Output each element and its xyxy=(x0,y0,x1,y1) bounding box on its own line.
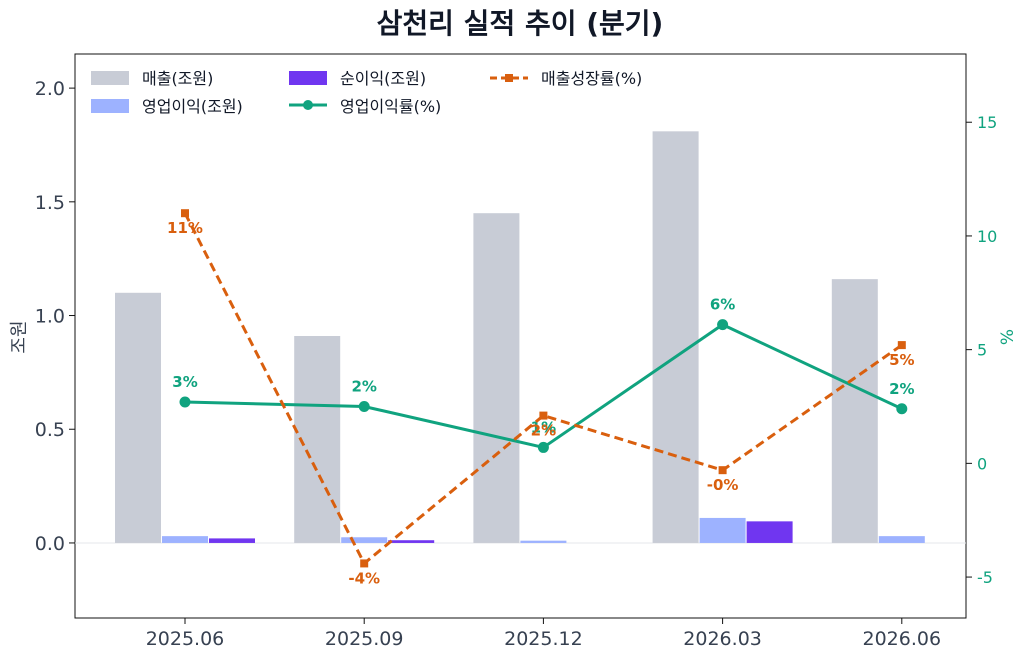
x-tick-label: 2025.09 xyxy=(325,628,404,650)
legend-label-operating-margin: 영업이익률(%) xyxy=(340,97,441,116)
y-left-tick-label: 0.0 xyxy=(35,533,65,555)
bar-revenue-2026.06 xyxy=(831,279,878,543)
bar-revenue-2026.03 xyxy=(652,131,699,543)
point-operating-margin-2025.09 xyxy=(358,401,370,412)
lines-layer: 3% 2%1%6%2%11%-4%2%-0%5% xyxy=(167,209,915,587)
label-operating-margin-2025.09: 2% xyxy=(351,378,376,396)
bar-operating-profit-2025.12 xyxy=(520,540,567,543)
point-operating-margin-2026.03 xyxy=(717,319,729,331)
bar-net-income-2026.03 xyxy=(746,521,793,543)
bar-operating-profit-2025.09 xyxy=(341,537,388,543)
x-tick-label: 2025.12 xyxy=(504,628,583,650)
label-revenue-growth-2025.06: 11% xyxy=(167,219,203,237)
x-tick-label: 2026.03 xyxy=(683,628,762,650)
legend-label-net-income: 순이익(조원) xyxy=(340,69,426,88)
legend-swatch-net-income xyxy=(289,71,327,85)
y-axis-left-label: 조원 xyxy=(9,320,30,353)
chart-title: 삼천리 실적 추이 (분기) xyxy=(377,7,664,40)
label-revenue-growth-2026.06: 5% xyxy=(889,351,914,369)
y-right-tick-label: -5 xyxy=(977,568,993,587)
label-operating-margin-2025.06: 3% xyxy=(172,373,197,391)
legend-swatch-revenue xyxy=(91,71,129,85)
y-axis-right-label: % xyxy=(998,329,1018,345)
legend-swatch-operating-profit xyxy=(91,99,129,113)
point-operating-margin-2025.06 xyxy=(179,396,191,408)
legend-marker-operating-margin xyxy=(303,100,313,110)
label-operating-margin-2026.06: 2% xyxy=(889,380,914,398)
bar-operating-profit-2026.06 xyxy=(878,536,925,543)
bar-operating-profit-2025.06 xyxy=(162,536,208,543)
y-right-tick-label: 0 xyxy=(977,454,987,473)
x-tick-label: 2026.06 xyxy=(863,628,942,650)
y-left-tick-label: 1.5 xyxy=(35,192,65,214)
ticks-layer: 0.0 0.5 1.0 1.5 2.0 -5 0 5 10 15 2025.06 2025.09 202… xyxy=(35,78,998,650)
point-revenue-growth-2025.12 xyxy=(539,411,548,420)
y-left-tick-label: 2.0 xyxy=(35,78,65,100)
y-right-tick-label: 10 xyxy=(977,227,997,246)
bar-net-income-2025.09 xyxy=(388,540,435,543)
point-revenue-growth-2026.03 xyxy=(718,466,727,475)
legend-marker-revenue-growth xyxy=(505,74,513,82)
y-right-tick-label: 15 xyxy=(977,113,997,132)
label-operating-margin-2025.12: 1% xyxy=(531,418,556,436)
y-left-tick-label: 0.5 xyxy=(35,419,65,441)
bar-revenue-2025.06 xyxy=(115,292,161,543)
legend: 매출(조원) 영업이익(조원) 순이익(조원) 영업이익률(%) 매출성장률(%… xyxy=(91,69,642,116)
point-operating-margin-2025.12 xyxy=(537,441,549,453)
y-right-tick-label: 5 xyxy=(977,341,987,360)
plot-frame xyxy=(74,53,967,619)
point-revenue-growth-2025.06 xyxy=(181,209,189,218)
y-left-tick-label: 1.0 xyxy=(35,306,65,328)
bar-net-income-2025.06 xyxy=(209,538,255,543)
point-revenue-growth-2025.09 xyxy=(360,559,369,568)
label-operating-margin-2026.03: 6% xyxy=(710,296,735,314)
label-revenue-growth-2025.12: 2% xyxy=(531,422,556,440)
bars-layer xyxy=(115,131,925,543)
point-revenue-growth-2026.06 xyxy=(897,341,906,350)
label-revenue-growth-2026.03: -0% xyxy=(707,476,739,494)
legend-label-operating-profit: 영업이익(조원) xyxy=(142,97,243,116)
point-operating-margin-2026.06 xyxy=(896,403,908,415)
bar-operating-profit-2026.03 xyxy=(699,517,746,543)
line-revenue-growth xyxy=(183,212,903,566)
legend-label-revenue: 매출(조원) xyxy=(142,69,213,88)
label-revenue-growth-2025.09: -4% xyxy=(348,569,380,587)
x-tick-label: 2025.06 xyxy=(146,628,225,650)
bar-revenue-2025.12 xyxy=(473,213,520,543)
legend-label-revenue-growth: 매출성장률(%) xyxy=(541,69,642,88)
